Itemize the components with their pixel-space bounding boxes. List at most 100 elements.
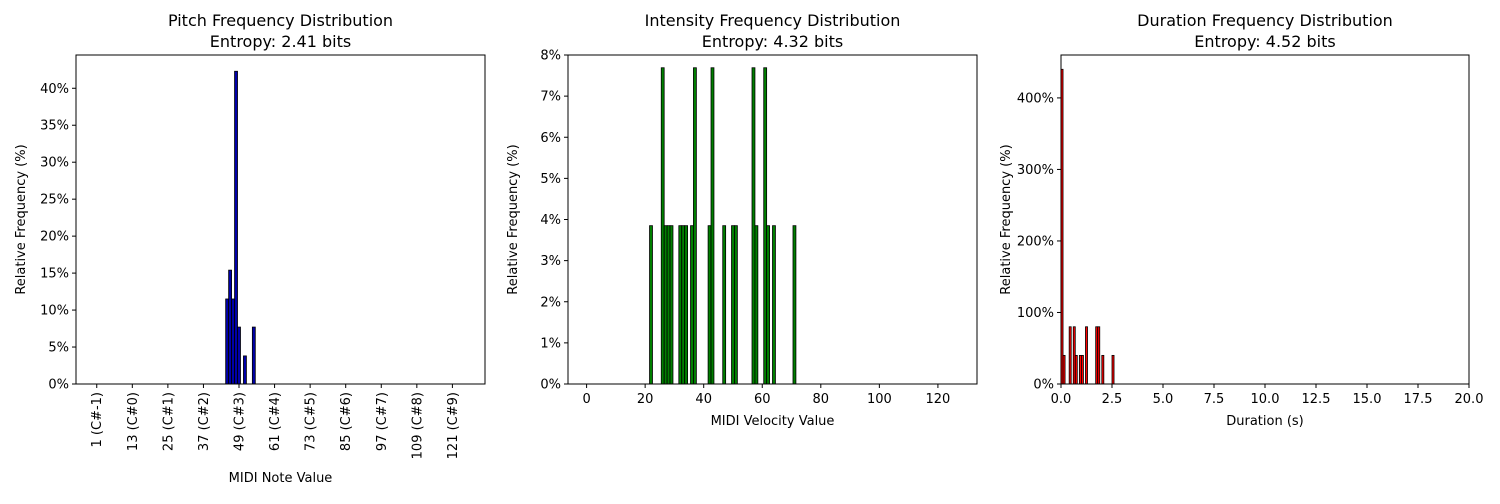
x-tick-label: 15.0 xyxy=(1353,392,1382,407)
y-tick-label: 30% xyxy=(40,156,69,171)
chart-subtitle: Entropy: 2.41 bits xyxy=(210,32,351,51)
x-tick-label: 7.5 xyxy=(1204,392,1225,407)
y-tick-label: 2% xyxy=(540,295,561,310)
y-tick-label: 100% xyxy=(1017,306,1054,321)
bar xyxy=(1068,326,1072,384)
bar xyxy=(754,225,759,384)
y-axis-label: Relative Frequency (%) xyxy=(999,144,1014,294)
x-tick-label: 60 xyxy=(754,392,771,407)
x-tick-label: 97 (C#7) xyxy=(375,392,390,451)
bar xyxy=(666,225,671,384)
bar xyxy=(1062,354,1066,384)
chart-title: Duration Frequency Distribution xyxy=(1137,11,1393,30)
y-tick-label: 5% xyxy=(48,341,69,356)
y-axis-label: Relative Frequency (%) xyxy=(506,144,521,294)
bar xyxy=(237,326,241,384)
bar xyxy=(669,225,674,384)
x-axis-label: MIDI Note Value xyxy=(229,471,333,486)
bar xyxy=(751,67,756,384)
bar xyxy=(228,269,232,384)
x-axis-label: Duration (s) xyxy=(1226,414,1304,429)
bar xyxy=(707,225,712,384)
bar xyxy=(722,225,727,384)
bar xyxy=(649,225,653,384)
x-tick-label: 121 (C#9) xyxy=(446,392,461,459)
bar xyxy=(693,67,697,384)
bar xyxy=(1101,354,1105,384)
axes-frame xyxy=(75,54,486,385)
y-tick-label: 0% xyxy=(1033,378,1054,393)
y-tick-label: 25% xyxy=(40,193,69,208)
x-tick-label: 61 (C#4) xyxy=(268,392,283,451)
bar xyxy=(678,225,683,384)
x-tick-label: 25 (C#1) xyxy=(161,392,176,451)
bar xyxy=(684,225,688,384)
x-tick-label: 20.0 xyxy=(1455,392,1484,407)
bar xyxy=(792,225,797,384)
bar xyxy=(1081,354,1084,384)
y-tick-label: 200% xyxy=(1017,234,1054,249)
x-tick-label: 20 xyxy=(637,392,654,407)
bar xyxy=(231,298,235,384)
bar xyxy=(251,326,256,384)
x-tick-label: 85 (C#6) xyxy=(339,392,354,451)
x-tick-label: 0.0 xyxy=(1051,392,1072,407)
bars-group xyxy=(225,70,256,384)
bar xyxy=(234,70,238,384)
chart-subtitle: Entropy: 4.32 bits xyxy=(702,32,843,51)
x-tick-label: 120 xyxy=(926,392,951,407)
chart-title: Intensity Frequency Distribution xyxy=(645,11,901,30)
bars-group xyxy=(649,67,797,384)
x-axis-label: MIDI Velocity Value xyxy=(711,414,835,429)
bar xyxy=(734,225,738,384)
bars-group xyxy=(1061,68,1115,384)
x-tick-label: 37 (C#2) xyxy=(197,392,212,451)
bar xyxy=(660,67,665,384)
bar xyxy=(763,67,768,384)
x-tick-label: 40 xyxy=(695,392,712,407)
bar xyxy=(1085,326,1088,384)
x-tick-label: 13 (C#0) xyxy=(126,392,141,451)
y-tick-label: 6% xyxy=(540,131,561,146)
bar xyxy=(710,67,715,384)
x-tick-label: 100 xyxy=(867,392,892,407)
y-tick-label: 35% xyxy=(40,119,69,134)
x-tick-label: 5.0 xyxy=(1153,392,1174,407)
y-axis-label: Relative Frequency (%) xyxy=(14,144,29,294)
y-tick-label: 20% xyxy=(40,230,69,245)
bar xyxy=(243,355,247,384)
chart-panel-1: 0% 5% 10% 15% 20% 25% 30% 35% 40% 1 (C#-1) 13 (C#0… xyxy=(14,11,486,486)
chart-panel-2: 0% 1% 2% 3% 4% 5% 6% 7% 8% 0 20 40 60 80 100 120 Intensi… xyxy=(506,11,978,429)
x-tick-label: 0 xyxy=(582,392,590,407)
chart-title: Pitch Frequency Distribution xyxy=(168,11,393,30)
bar xyxy=(731,225,735,384)
y-tick-label: 400% xyxy=(1017,91,1054,106)
bar xyxy=(225,298,230,384)
y-tick-label: 0% xyxy=(540,378,561,393)
chart-panel-3: 0% 100% 200% 300% 400% 0.0 2.5 5.0 7.5 10.0 12.5 15… xyxy=(999,11,1483,429)
x-tick-label: 2.5 xyxy=(1102,392,1123,407)
y-tick-label: 7% xyxy=(540,90,561,105)
y-tick-label: 4% xyxy=(540,213,561,228)
y-tick-label: 10% xyxy=(40,304,69,319)
bar xyxy=(681,225,686,384)
y-tick-label: 5% xyxy=(540,172,561,187)
bar xyxy=(766,225,770,384)
x-tick-label: 10.0 xyxy=(1251,392,1280,407)
chart-subtitle: Entropy: 4.52 bits xyxy=(1194,32,1335,51)
y-tick-label: 300% xyxy=(1017,163,1054,178)
bar xyxy=(1061,68,1064,384)
y-tick-label: 15% xyxy=(40,267,69,282)
x-tick-label: 73 (C#5) xyxy=(304,392,319,451)
bar xyxy=(690,225,694,384)
bar xyxy=(663,225,668,384)
bar xyxy=(772,225,776,384)
bar xyxy=(1074,354,1078,384)
x-tick-label: 17.5 xyxy=(1404,392,1433,407)
bar xyxy=(1097,326,1101,384)
x-tick-label: 80 xyxy=(813,392,830,407)
y-tick-label: 1% xyxy=(540,336,561,351)
